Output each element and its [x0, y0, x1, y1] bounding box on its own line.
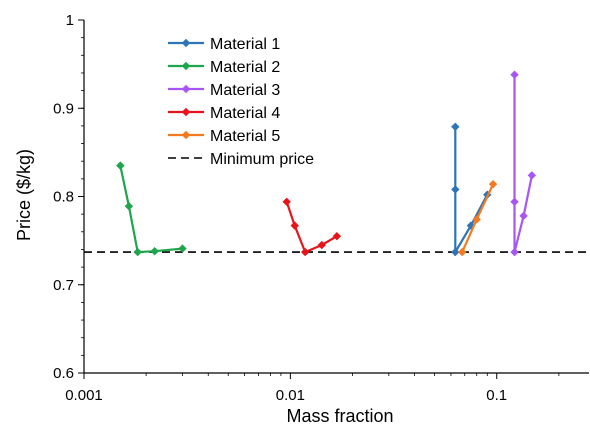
series-3	[510, 70, 537, 257]
legend-label: Material 4	[210, 105, 280, 122]
data-point	[124, 202, 134, 211]
data-point	[527, 171, 537, 180]
data-point	[457, 247, 467, 257]
legend-label: Material 2	[210, 59, 280, 76]
legend-label: Material 3	[210, 82, 280, 99]
series-line	[513, 74, 533, 253]
data-point	[116, 161, 125, 170]
data-point	[510, 247, 519, 257]
legend-item-4: Material 4	[168, 105, 280, 122]
series-layer	[116, 70, 537, 257]
data-point	[300, 247, 310, 257]
data-point	[472, 215, 481, 224]
y-tick-label: 0.6	[53, 365, 74, 382]
y-tick-label: 0.8	[53, 189, 74, 206]
axes-layer: 0.6 0.7 0.8 0.9 1 0.001 0.01 0.1	[53, 12, 589, 404]
x-axis-title: Mass fraction	[286, 406, 393, 426]
y-tick-label: 1	[66, 12, 74, 29]
data-point	[519, 211, 528, 221]
legend: Material 1 Material 2 Material 3 Material 4…	[168, 36, 314, 168]
data-point	[178, 244, 187, 253]
legend-item-minimum-price: Minimum price	[168, 151, 314, 168]
data-point	[510, 197, 519, 206]
series-5	[457, 179, 498, 257]
legend-item-3: Material 3	[168, 82, 280, 99]
legend-marker	[181, 84, 191, 94]
series-1	[451, 122, 492, 257]
legend-marker	[181, 61, 191, 71]
legend-item-1: Material 1	[168, 36, 280, 53]
data-point	[451, 185, 460, 194]
data-point	[451, 122, 460, 131]
x-tick-label: 0.1	[486, 387, 507, 404]
y-tick-label: 0.9	[53, 100, 74, 117]
legend-item-5: Material 5	[168, 128, 280, 145]
data-point	[317, 240, 326, 250]
legend-label: Material 1	[210, 36, 280, 53]
legend-marker	[181, 38, 191, 48]
data-point	[282, 197, 291, 206]
x-tick-label: 0.01	[276, 387, 305, 404]
series-2	[116, 161, 187, 257]
data-point	[290, 221, 299, 230]
series-4	[282, 197, 342, 257]
legend-marker	[181, 107, 191, 117]
legend-marker	[181, 130, 191, 140]
data-point	[150, 247, 159, 256]
data-point	[133, 247, 142, 257]
data-point	[510, 70, 519, 79]
data-point	[488, 179, 498, 189]
legend-label: Minimum price	[210, 151, 314, 168]
legend-label: Material 5	[210, 128, 280, 145]
y-axis-title: Price ($/kg)	[14, 149, 34, 241]
x-tick-label: 0.001	[65, 387, 103, 404]
legend-item-2: Material 2	[168, 59, 280, 76]
y-tick-label: 0.7	[53, 277, 74, 294]
data-point	[332, 232, 342, 241]
data-point	[451, 247, 460, 257]
